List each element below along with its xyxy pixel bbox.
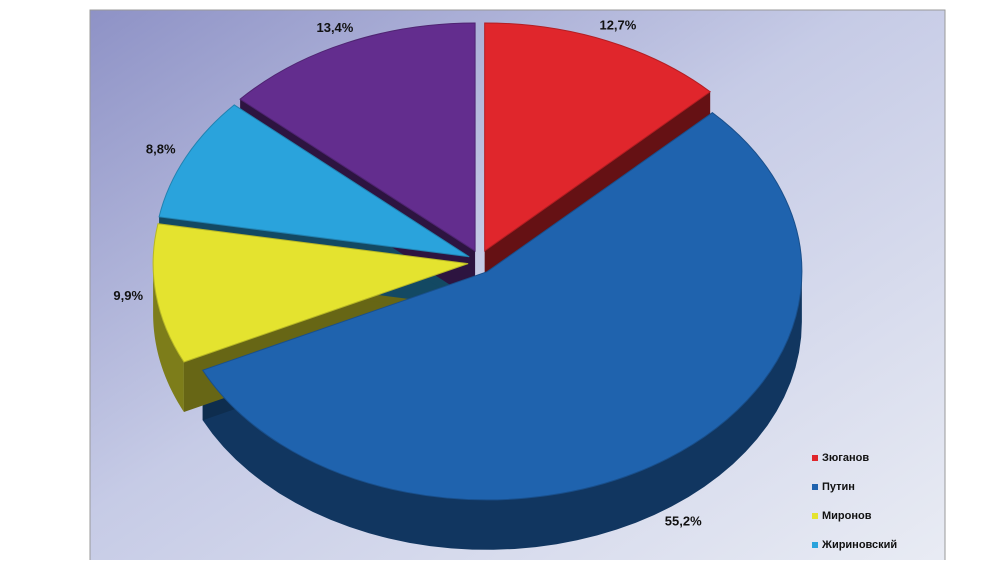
legend-label: Зюганов bbox=[822, 452, 869, 464]
data-label: 9,9% bbox=[113, 288, 143, 303]
legend-label: Миронов bbox=[822, 510, 872, 522]
slice-side bbox=[202, 271, 802, 550]
legend-label: Жириновский bbox=[821, 539, 897, 551]
slice-side bbox=[153, 263, 184, 412]
legend-swatch bbox=[812, 542, 818, 548]
slice bbox=[158, 104, 470, 258]
slice bbox=[239, 22, 476, 252]
slice bbox=[201, 112, 803, 501]
legend-swatch bbox=[812, 513, 818, 519]
data-label: 13,4% bbox=[316, 20, 353, 35]
legend-label: Путин bbox=[822, 481, 855, 493]
legend-swatch bbox=[812, 484, 818, 490]
slice bbox=[152, 223, 469, 363]
slice bbox=[484, 22, 712, 252]
labels: 12,7% 55,2% 9,9% 8,8% 13,4% Зюганов Путин Мирон… bbox=[113, 18, 897, 551]
data-label: 12,7% bbox=[599, 18, 636, 33]
data-label: 8,8% bbox=[146, 142, 176, 157]
pie-tops bbox=[152, 22, 803, 501]
legend-swatch bbox=[812, 455, 818, 461]
data-label: 55,2% bbox=[665, 513, 702, 528]
